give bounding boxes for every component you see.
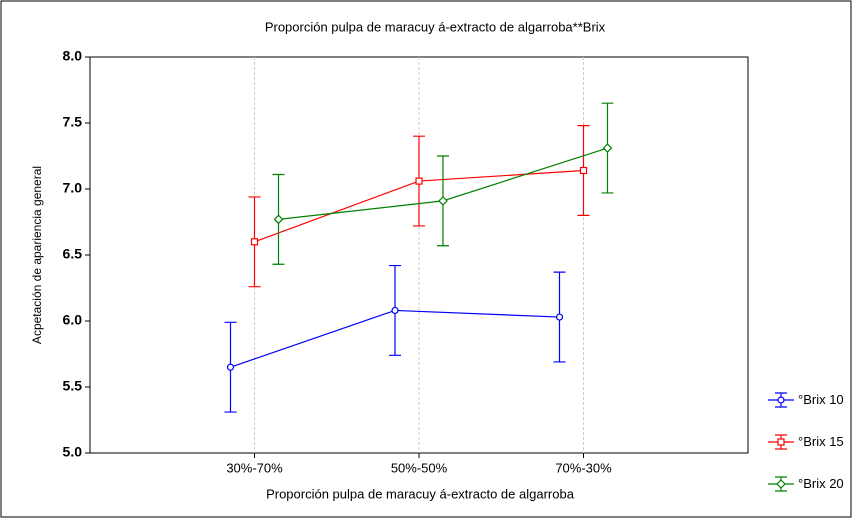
marker [555,313,564,321]
marker [777,396,785,404]
chart-title: Proporción pulpa de maracuy á-extracto d… [265,19,606,34]
marker [776,479,786,489]
marker [579,166,588,175]
marker [415,177,423,185]
marker [438,196,448,206]
y-tick-label: 7.5 [63,114,83,130]
y-tick-label: 5.0 [63,444,83,460]
y-tick-label: 7.0 [63,180,83,196]
marker [602,143,613,153]
legend-label: °Brix 10 [798,392,844,407]
y-tick-label: 5.5 [63,378,83,394]
marker [226,363,235,371]
marker [273,214,284,225]
x-axis-title: Proporción pulpa de maracuy á-extracto d… [266,486,575,501]
marker [777,438,785,446]
x-tick-label: 70%-30% [555,460,612,475]
y-axis-title: Acpetación de apariencia general [30,166,44,344]
y-tick-label: 6.0 [63,312,83,328]
legend-label: °Brix 20 [798,476,844,491]
y-tick-label: 8.0 [63,48,83,64]
legend-label: °Brix 15 [798,434,844,449]
marker [250,238,259,246]
marker [391,306,399,315]
x-tick-label: 50%-50% [391,460,448,475]
y-tick-label: 6.5 [63,246,83,262]
x-tick-label: 30%-70% [226,460,283,475]
